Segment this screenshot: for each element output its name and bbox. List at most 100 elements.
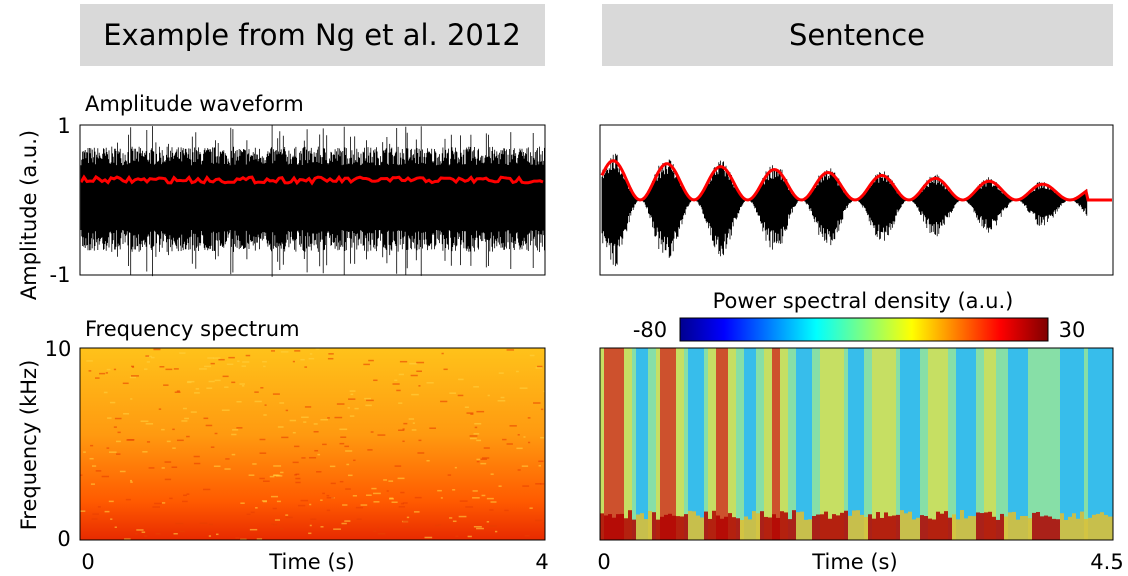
spectrogram-cell xyxy=(274,519,281,521)
spectrogram-cell xyxy=(480,458,487,460)
spectrogram-column xyxy=(760,348,764,540)
spectrogram-cell xyxy=(145,423,154,425)
spectrogram-column xyxy=(848,348,852,540)
panel-header: Example from Ng et al. 2012 xyxy=(103,18,521,52)
spectrogram-cell xyxy=(130,398,133,400)
spectrogram-column xyxy=(816,348,820,540)
spectrogram-cell xyxy=(131,365,134,368)
spectrogram-low xyxy=(604,515,608,540)
waveform xyxy=(80,125,545,277)
spectrogram-cell xyxy=(326,496,334,499)
spectrogram-cell xyxy=(394,379,398,382)
spectrogram-cell xyxy=(303,421,307,423)
spectrogram-low xyxy=(908,511,912,540)
y-tick-label: -1 xyxy=(50,263,71,287)
spectrogram-cell xyxy=(241,385,245,387)
spectrogram-cell xyxy=(480,462,487,465)
spectrogram-cell xyxy=(239,383,245,385)
spectrogram-column xyxy=(664,348,668,540)
spectrogram-cell xyxy=(458,378,464,381)
panel-title: Amplitude waveform xyxy=(85,92,304,116)
spectrogram-cell xyxy=(438,524,442,526)
spectrogram-low xyxy=(944,511,948,540)
spectrogram-cell xyxy=(218,358,225,361)
spectrogram-low xyxy=(788,519,792,540)
spectrogram-cell xyxy=(214,379,221,382)
spectrogram-column xyxy=(716,348,720,540)
spectrogram-cell xyxy=(506,443,513,445)
spectrogram-cell xyxy=(352,495,357,497)
spectrogram-cell xyxy=(295,473,300,476)
spectrogram-cell xyxy=(183,494,187,497)
axes-frame xyxy=(599,347,1114,541)
spectrogram-cell xyxy=(476,527,484,530)
spectrogram-low xyxy=(980,513,984,540)
spectrogram-cell xyxy=(295,481,301,484)
spectrogram-cell xyxy=(193,462,201,465)
spectrogram-column xyxy=(632,348,636,540)
spectrogram-cell xyxy=(350,393,354,396)
spectrogram-cell xyxy=(143,368,148,370)
spectrogram-column xyxy=(948,348,952,540)
spectrogram-cell xyxy=(476,460,480,463)
spectrogram-column xyxy=(1108,348,1112,540)
spectrogram-cell xyxy=(398,506,405,508)
spectrogram-cell xyxy=(371,487,377,490)
spectrogram-column xyxy=(692,348,696,540)
spectrogram-low xyxy=(848,515,852,540)
spectrogram-cell xyxy=(260,387,264,389)
spectrogram-cell xyxy=(506,349,515,351)
spectrogram-low xyxy=(836,515,840,540)
spectrogram-cell xyxy=(202,488,211,491)
spectrogram-cell xyxy=(474,426,478,429)
spectrogram-cell xyxy=(341,522,347,525)
spectrogram-cell xyxy=(164,478,172,481)
spectrogram-cell xyxy=(330,482,336,485)
spectrogram-low xyxy=(1000,513,1004,540)
spectrogram-low xyxy=(1044,515,1048,540)
spectrogram-column xyxy=(744,348,748,540)
plots xyxy=(79,125,1113,540)
spectrogram-cell xyxy=(300,358,305,361)
spectrogram-cell xyxy=(304,406,312,408)
spectrogram-column xyxy=(936,348,940,540)
spectrogram-column xyxy=(916,348,920,540)
spectrogram-low xyxy=(1028,518,1032,540)
spectrogram-low xyxy=(764,516,768,540)
spectrogram-cell xyxy=(472,490,478,492)
spectrogram-column xyxy=(1060,348,1064,540)
spectrogram-cell xyxy=(504,509,509,512)
spectrogram-low xyxy=(888,516,892,540)
spectrogram-low xyxy=(804,519,808,540)
spectrogram-low xyxy=(916,517,920,540)
spectrogram-cell xyxy=(500,396,505,399)
spectrogram-cell xyxy=(447,474,452,476)
panel-header: Sentence xyxy=(789,18,925,52)
spectrogram-cell xyxy=(273,465,282,467)
spectrogram-column xyxy=(932,348,936,540)
spectrogram-cell xyxy=(205,424,213,427)
spectrogram-column xyxy=(684,348,688,540)
spectrogram-column xyxy=(852,348,856,540)
spectrogram-cell xyxy=(333,528,341,530)
spectrogram-cell xyxy=(365,404,372,407)
spectrogram-low xyxy=(636,514,640,540)
spectrogram-cell xyxy=(297,504,306,507)
spectrogram-column xyxy=(1012,348,1016,540)
spectrogram-cell xyxy=(206,387,213,389)
spectrogram-low xyxy=(1092,514,1096,540)
axes-frame xyxy=(79,347,546,541)
spectrogram-low xyxy=(812,515,816,540)
waveform xyxy=(601,153,1088,267)
spectrogram-cell xyxy=(440,400,448,403)
spectrogram-cell xyxy=(165,368,173,371)
envelope xyxy=(600,159,1112,202)
spectrogram-column xyxy=(772,348,776,540)
spectrogram-cell xyxy=(474,423,482,425)
spectrogram-cell xyxy=(222,375,229,378)
spectrogram-cell xyxy=(292,461,299,464)
spectrogram-cell xyxy=(254,400,262,403)
spectrogram-cell xyxy=(412,422,415,424)
spectrogram-cell xyxy=(459,500,468,502)
spectrogram-low xyxy=(672,515,676,540)
